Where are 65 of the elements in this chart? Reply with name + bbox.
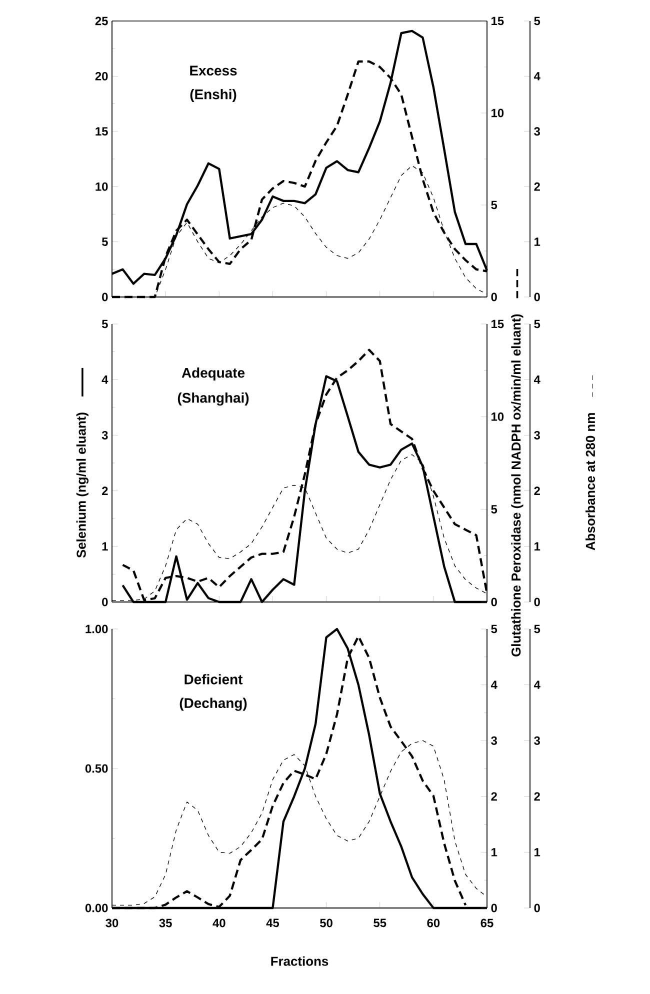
y-tick-label: 5: [102, 320, 108, 328]
y3-tick-label: 3: [534, 430, 540, 440]
y-tick-label: 0: [102, 292, 108, 302]
y-tick-label: 0.50: [85, 764, 108, 773]
annotation: Excess: [190, 66, 237, 76]
y3-tick-label: 2: [534, 486, 540, 495]
annotation: (Enshi): [190, 89, 236, 102]
y-tick-label: 10: [96, 182, 108, 191]
x-tick-label: 45: [266, 918, 280, 928]
y2-axis-title: Glutathione Peroxidase (nmol NADPH ox/min/ml eluant): [511, 314, 524, 656]
y-tick-label: 3: [102, 430, 108, 440]
annotation: (Dechang): [180, 698, 247, 711]
y2-tick-label: 1: [492, 848, 498, 856]
y3-tick-label: 1: [534, 848, 540, 856]
annotation: (Shanghai): [178, 392, 249, 406]
x-axis-title: Fractions: [271, 956, 328, 966]
y3-axis-title: Absorbance at 280 nm: [586, 413, 596, 550]
y2-tick-label: 15: [492, 320, 504, 328]
y2-tick-label: 10: [492, 412, 504, 421]
x-tick-label: 65: [480, 918, 494, 928]
y-tick-label: 0: [102, 598, 108, 606]
annotation: Adequate: [182, 368, 245, 381]
y3-tick-label: 4: [534, 375, 540, 384]
y3-tick-label: 3: [534, 127, 540, 136]
y-tick-label: 1.00: [86, 624, 108, 634]
y3-tick-label: 0: [534, 292, 540, 302]
y-tick-label: 20: [95, 72, 108, 80]
y2-tick-label: 3: [491, 736, 497, 745]
y-tick-label: 2: [102, 486, 108, 495]
y2-tick-label: 5: [491, 200, 498, 210]
y3-tick-label: 5: [534, 16, 540, 26]
y2-tick-label: 10: [492, 108, 504, 118]
y-tick-label: 5: [102, 238, 108, 246]
x-tick-label: 55: [374, 918, 386, 928]
y-tick-label: 15: [96, 127, 108, 136]
annotation: Deficient: [184, 674, 243, 684]
y3-tick-label: 2: [534, 792, 540, 801]
y3-tick-label: 5: [534, 320, 540, 328]
x-tick-label: 60: [427, 918, 440, 928]
y-tick-label: 0.00: [85, 904, 108, 912]
y2-tick-label: 0: [491, 904, 497, 912]
y3-tick-label: 4: [534, 72, 540, 80]
y3-tick-label: 0: [534, 904, 540, 912]
y3-tick-label: 2: [534, 182, 540, 191]
x-tick-label: 30: [106, 918, 118, 928]
x-tick-label: 35: [159, 918, 172, 928]
y2-tick-label: 5: [491, 624, 498, 634]
y3-tick-label: 5: [534, 624, 540, 634]
y2-tick-label: 4: [490, 680, 498, 689]
y2-tick-label: 2: [491, 792, 497, 801]
y2-tick-label: 15: [492, 16, 504, 26]
y2-tick-label: 5: [491, 505, 498, 514]
y3-tick-label: 4: [534, 680, 540, 689]
y3-tick-label: 3: [534, 736, 540, 745]
x-tick-label: 50: [320, 918, 332, 928]
y-tick-label: 4: [102, 375, 108, 384]
y3-tick-label: 1: [534, 542, 540, 551]
y-axis-title: Selenium (ng/ml eluant): [76, 412, 88, 558]
y2-tick-label: 0: [491, 598, 497, 606]
y3-tick-label: 1: [534, 238, 540, 246]
y2-tick-label: 0: [491, 292, 497, 302]
x-tick-label: 40: [212, 918, 226, 928]
y-tick-label: 1: [102, 542, 108, 551]
y3-tick-label: 0: [534, 598, 540, 606]
y-tick-label: 25: [95, 16, 108, 26]
